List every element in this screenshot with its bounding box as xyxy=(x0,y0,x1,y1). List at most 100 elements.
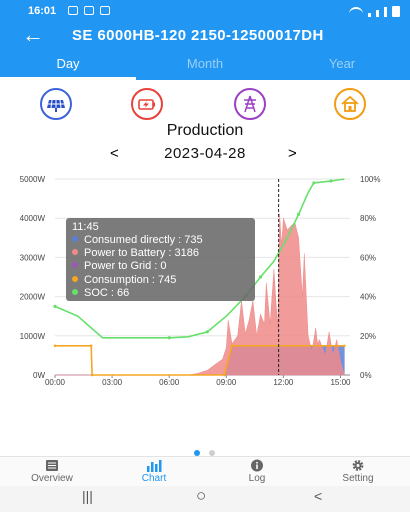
nav-setting-label: Setting xyxy=(342,473,374,484)
solar-panel-icon xyxy=(47,99,65,112)
soc-point xyxy=(297,212,301,216)
tooltip-label: SOC xyxy=(84,286,108,299)
system-navigation-bar: ||| ○ < xyxy=(0,486,410,512)
chart-icon xyxy=(147,460,162,472)
tooltip-label: Consumption xyxy=(84,273,149,286)
battery-icon xyxy=(138,99,155,110)
status-bar: 16:01 xyxy=(0,0,410,24)
device-title: SE 6000HB-120 2150-12500017DH xyxy=(72,27,324,44)
consumption-point xyxy=(53,344,57,348)
tooltip-separator: : xyxy=(148,273,158,286)
back-arrow-icon[interactable]: ← xyxy=(22,22,44,47)
legend-dot xyxy=(72,288,78,295)
series-consumption-line xyxy=(55,344,345,376)
tooltip-row: Consumed directly : 735 xyxy=(72,234,249,247)
x-tick-label: 15:00 xyxy=(330,378,351,387)
page-dot xyxy=(209,450,215,456)
tab-year[interactable]: Year xyxy=(328,56,356,71)
production-title: Production xyxy=(166,122,244,139)
solar-panel-button[interactable] xyxy=(40,88,72,120)
production-chart[interactable]: 0W 1000W 2000W 3000W 4000W 5000W 0% 20% 40% 60% 80… xyxy=(0,170,410,390)
tooltip-separator: : xyxy=(151,260,161,273)
signal-icon xyxy=(384,7,387,17)
bottom-navigation: Overview Chart Log S xyxy=(0,456,410,486)
status-time: 16:01 xyxy=(28,5,57,17)
tooltip-value: 3186 xyxy=(174,247,199,260)
overview-icon xyxy=(46,460,58,471)
tooltip-value: 735 xyxy=(184,234,203,246)
previous-date-button[interactable]: < xyxy=(110,145,119,162)
tooltip-entries: Consumed directly : 735 Power to Battery … xyxy=(72,234,249,300)
screenshot-notification-icon xyxy=(84,6,94,15)
legend-dot xyxy=(72,249,78,256)
home-button[interactable] xyxy=(334,88,366,120)
x-tick-label: 12:00 xyxy=(273,378,294,387)
y-left-tick-label: 2000W xyxy=(20,293,46,302)
home-icon xyxy=(341,95,359,112)
consumption-point xyxy=(230,344,234,348)
chart-tooltip: 11:45 Consumed directly : 735 Power to Ba… xyxy=(66,218,255,301)
soc-point xyxy=(167,336,171,340)
next-date-button[interactable]: > xyxy=(288,145,297,162)
soc-point xyxy=(329,179,333,183)
x-tick-label: 09:00 xyxy=(216,378,237,387)
nav-chart[interactable]: Chart xyxy=(114,459,194,484)
grid-button[interactable] xyxy=(234,88,266,120)
mail-notification-icon xyxy=(100,6,110,15)
image-notification-icon xyxy=(68,6,78,15)
x-tick-label: 06:00 xyxy=(159,378,180,387)
nav-log[interactable]: Log xyxy=(217,459,297,484)
tooltip-label: Power to Grid xyxy=(84,260,152,273)
legend-dot xyxy=(72,262,78,269)
home-system-button[interactable]: ○ xyxy=(196,486,207,505)
x-tick-label: 03:00 xyxy=(102,378,123,387)
date-navigator: < 2023-04-28 > xyxy=(0,145,410,165)
current-date: 2023-04-28 xyxy=(164,145,246,162)
back-system-button[interactable]: < xyxy=(314,488,323,504)
y-right-tick-label: 0% xyxy=(360,371,372,380)
nav-log-label: Log xyxy=(248,473,266,484)
notification-icons xyxy=(68,6,110,15)
tooltip-label: Consumed directly xyxy=(84,234,176,246)
app-bar: ← SE 6000HB-120 2150-12500017DH xyxy=(0,24,410,48)
tooltip-row: Consumption : 745 xyxy=(72,274,249,287)
tooltip-separator: : xyxy=(175,234,185,246)
nav-setting[interactable]: Setting xyxy=(318,459,398,484)
tooltip-row: Power to Grid : 0 xyxy=(72,260,249,273)
y-right-tick-label: 80% xyxy=(360,214,376,223)
y-right-tick-label: 40% xyxy=(360,293,376,302)
consumption-point xyxy=(89,344,93,348)
wifi-icon xyxy=(349,7,363,17)
nav-overview-label: Overview xyxy=(31,473,73,484)
x-tick-label: 00:00 xyxy=(45,378,66,387)
y-left-tick-label: 4000W xyxy=(20,214,46,223)
soc-point xyxy=(312,181,316,185)
info-icon xyxy=(251,459,263,472)
nav-overview[interactable]: Overview xyxy=(12,459,92,484)
tooltip-row: SOC : 66 xyxy=(72,287,249,300)
y-left-tick-label: 0W xyxy=(33,371,45,380)
y-left-tick-label: 1000W xyxy=(20,332,46,341)
tooltip-value: 66 xyxy=(117,286,130,299)
signal-icon xyxy=(376,10,379,17)
tab-month[interactable]: Month xyxy=(186,56,224,71)
gear-icon xyxy=(352,460,364,471)
tab-day[interactable]: Day xyxy=(0,48,136,80)
energy-category-row xyxy=(0,88,410,120)
tooltip-separator: : xyxy=(165,247,175,260)
y-left-tick-label: 3000W xyxy=(20,253,46,262)
tooltip-label: Power to Battery xyxy=(84,247,166,260)
tooltip-separator: : xyxy=(107,286,118,299)
tooltip-time: 11:45 xyxy=(72,221,99,233)
grid-tower-icon xyxy=(244,95,256,113)
battery-button[interactable] xyxy=(131,88,163,120)
y-right-tick-label: 60% xyxy=(360,253,376,262)
consumption-point xyxy=(223,373,226,377)
y-right-tick-label: 100% xyxy=(360,175,380,184)
tooltip-value: 745 xyxy=(158,273,177,286)
recents-button[interactable]: ||| xyxy=(82,488,93,504)
tooltip-value: 0 xyxy=(160,260,167,273)
legend-dot xyxy=(72,275,78,282)
system-status-icons xyxy=(349,6,400,17)
